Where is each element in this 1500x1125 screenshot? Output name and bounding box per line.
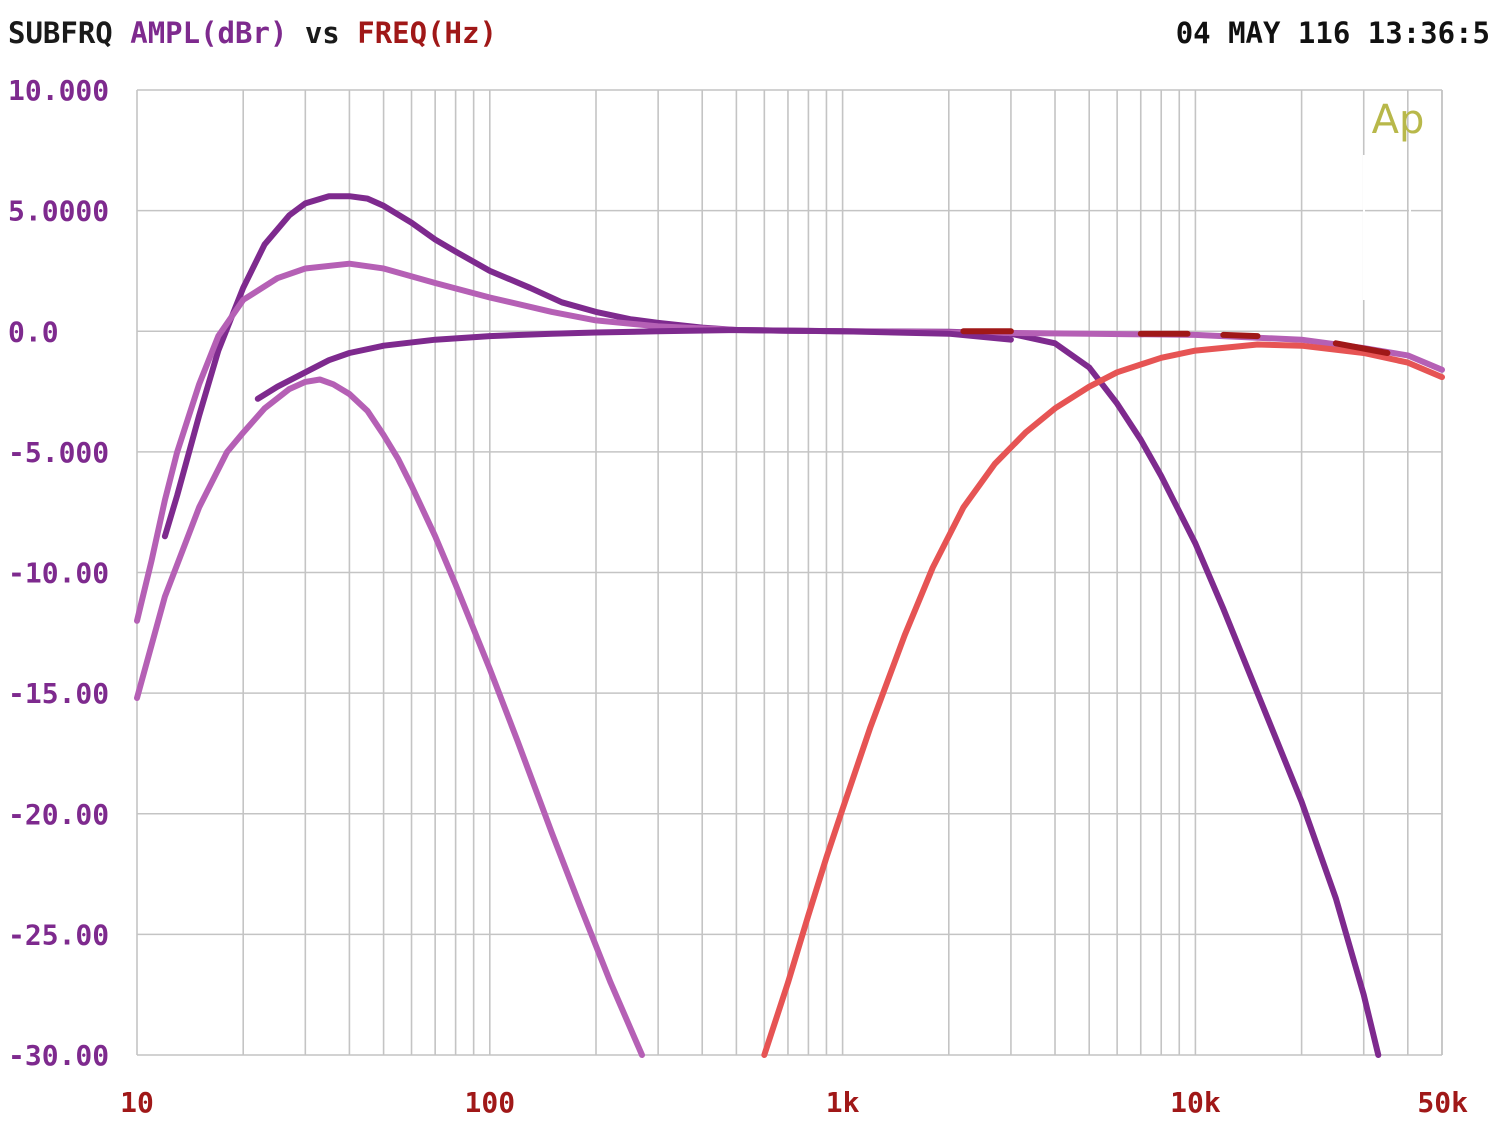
header-datetime: 04 MAY 116 13:36:5	[1175, 16, 1490, 50]
x-tick-label: 10k	[1170, 1086, 1221, 1119]
ap-logo: Ap	[1372, 97, 1425, 143]
y-tick-label: 0.0	[8, 315, 59, 348]
series-line-1	[161, 193, 1382, 1058]
x-tick-label: 10	[120, 1086, 154, 1119]
y-tick-label: -10.00	[8, 557, 109, 590]
header-y-quantity: AMPL(dBr)	[130, 16, 288, 50]
header-x-quantity: FREQ(Hz)	[357, 16, 497, 50]
series-lines	[134, 193, 1445, 1058]
x-tick-label: 50k	[1417, 1086, 1468, 1119]
grid	[136, 89, 1443, 1056]
y-tick-label: -5.000	[8, 436, 109, 469]
chart-header-left: SUBFRQ AMPL(dBr) vs FREQ(Hz)	[8, 16, 497, 50]
header-title: SUBFRQ	[8, 16, 113, 50]
y-tick-label: 10.000	[8, 74, 109, 107]
series-line-9	[1332, 340, 1391, 356]
series-line-8	[1220, 331, 1261, 340]
header-vs: vs	[304, 16, 340, 50]
series-line-3	[254, 327, 1014, 402]
y-tick-label: -20.00	[8, 798, 109, 831]
y-tick-labels: 10.000 5.0000 0.0 -5.000 -10.00 -15.00 -20.00 -…	[8, 74, 109, 1072]
y-tick-label: 5.0000	[8, 195, 109, 228]
x-tick-label: 100	[465, 1086, 516, 1119]
series-line-4	[134, 376, 645, 1058]
y-tick-label: -15.00	[8, 677, 109, 710]
series-line-2	[134, 260, 1445, 624]
x-tick-label: 1k	[826, 1086, 860, 1119]
series-line-5	[761, 341, 1445, 1058]
x-tick-labels: 10 100 1k 10k 50k	[120, 1086, 1468, 1119]
y-tick-label: -30.00	[8, 1039, 109, 1072]
y-tick-label: -25.00	[8, 918, 109, 951]
